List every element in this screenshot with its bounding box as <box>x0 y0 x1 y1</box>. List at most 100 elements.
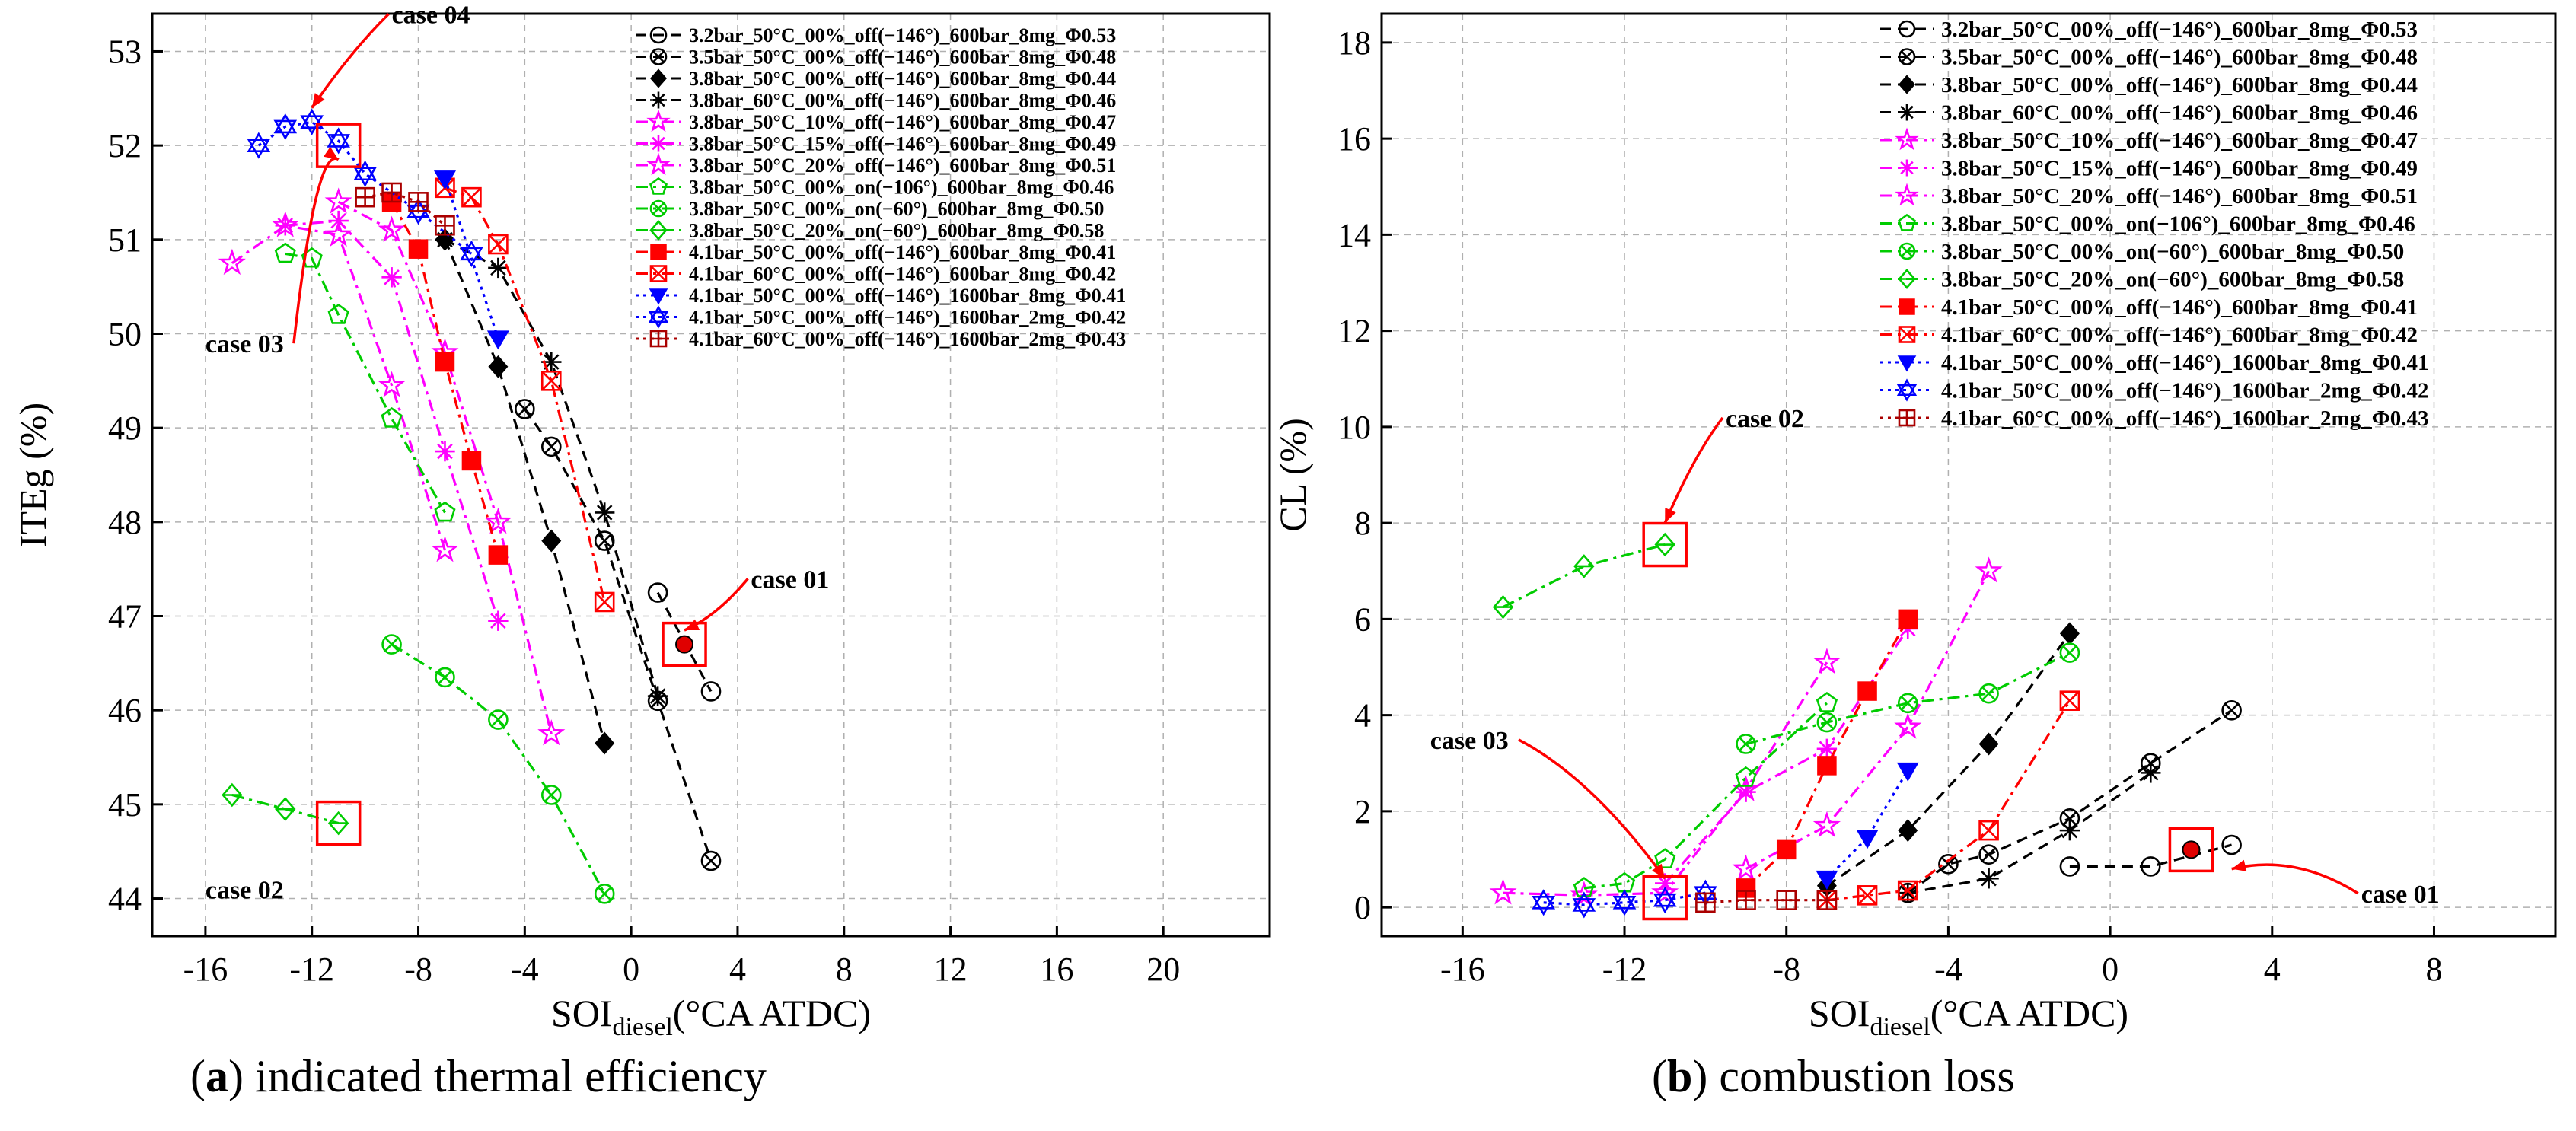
panel-b-ytick-label-4: 8 <box>1354 505 1371 542</box>
panel-b-series-1-point-3-cross-b <box>2062 811 2077 826</box>
caption-a-letter: a <box>205 1051 228 1101</box>
panel-b-series-10-point-4 <box>1898 609 1918 629</box>
panel-a-legend-marker-7 <box>649 177 668 195</box>
panel-a-legend-marker-5-ray-3 <box>652 136 665 151</box>
panel-a-series-1 <box>515 399 722 871</box>
panel-a-series-11-point-1-cross-b <box>461 187 482 208</box>
panel-b-series-6-line <box>1503 661 1828 897</box>
panel-b-legend-marker-12 <box>1897 355 1917 372</box>
panel-b-series-13-point-3-inv <box>1653 893 1677 914</box>
panel-a-series-5-point-2-ray-3 <box>384 269 400 285</box>
panel-b-xtick-label-3: -4 <box>1934 951 1962 988</box>
panel-a-series-1-point-2-cross-b <box>597 534 612 548</box>
panel-a-legend-marker-12 <box>649 288 668 305</box>
panel-a-series-11-point-4-cross-b <box>595 592 615 612</box>
panel-b-series-11-point-3-cross-b <box>1978 820 1999 841</box>
panel-a-legend-marker-10 <box>650 244 667 260</box>
panel-b-series-9 <box>1492 532 1675 620</box>
panel-a-xtick-label-7: 12 <box>934 951 968 988</box>
panel-a-ytick-label-3: 47 <box>108 598 142 636</box>
panel-a-ytick-label-1: 45 <box>108 786 142 824</box>
panel-b-legend-label-9: 3.8bar_50°C_20%_on(−60°)_600bar_8mg_Φ0.5… <box>1941 267 2404 292</box>
panel-a-xtick-label-3: -4 <box>511 951 539 988</box>
panel-b-series-7-point-3 <box>1735 766 1757 787</box>
panel-a-series-7-point-3 <box>381 406 403 428</box>
panel-b-series-12-point-2 <box>1896 762 1919 782</box>
panel-a-legend-marker-6 <box>646 152 671 176</box>
panel-a-series-13-point-1-inv <box>273 119 298 140</box>
panel-b-series-10-point-1 <box>1776 839 1797 860</box>
panel-a-series-7-point-1 <box>301 247 323 268</box>
panel-b-series-14-line <box>1705 899 1827 904</box>
panel-a-legend-marker-1 <box>649 48 668 65</box>
panel-a-legend-label-2: 3.8bar_50°C_00%_off(−146°)_600bar_8mg_Φ0… <box>689 68 1116 90</box>
panel-b-series-12-point-0 <box>1816 870 1838 890</box>
panel-b-series-3-point-3-ray-3 <box>2143 765 2159 781</box>
panel-b-series-1-point-2-cross-b <box>1981 847 1996 862</box>
panel-b-series-11-point-1 <box>1857 885 1878 906</box>
panel-b-legend-label-0: 3.2bar_50°C_00%_off(−146°)_600bar_8mg_Φ0… <box>1941 18 2418 42</box>
panel-a-highlight-box-1 <box>662 621 707 667</box>
panel-b-ytick-label-7: 14 <box>1337 216 1371 253</box>
panel-b-series-6-point-4 <box>1812 648 1841 674</box>
panel-a-series-2 <box>435 228 615 755</box>
panel-a-series-2-point-3 <box>595 731 615 755</box>
panel-a-series-4-point-1 <box>378 215 406 242</box>
panel-b-legend-label-7: 3.8bar_50°C_00%_on(−106°)_600bar_8mg_Φ0.… <box>1941 212 2415 236</box>
panel-a-series-4-point-4 <box>537 719 566 746</box>
panel-b-series-4-line <box>1745 570 1991 871</box>
panel-a-legend-marker-4 <box>646 109 671 132</box>
panel-b-series-10-point-3 <box>1857 681 1877 701</box>
panel-a-ytick-label-5: 49 <box>108 409 142 447</box>
panel-b-legend-label-4: 3.8bar_50°C_10%_off(−146°)_600bar_8mg_Φ0… <box>1941 129 2418 153</box>
panel-a-legend: 3.2bar_50°C_00%_off(−146°)_600bar_8mg_Φ0… <box>636 24 1126 350</box>
panel-a-legend-label-12: 4.1bar_50°C_00%_off(−146°)_1600bar_8mg_Φ… <box>689 285 1126 307</box>
caption-a: (a) indicated thermal efficiency <box>190 1050 767 1103</box>
panel-a-series-4-point-0 <box>324 187 352 214</box>
panel-b-series-3 <box>1898 763 2161 903</box>
panel-a-series-2-line <box>444 239 606 744</box>
panel-b-legend-marker-6 <box>1895 183 1919 206</box>
panel-b-series-0-line <box>2069 843 2233 868</box>
panel-a-series-8 <box>381 634 615 904</box>
panel-a-series-13-point-3-inv <box>327 134 350 155</box>
panel-a-series-12-line <box>443 177 499 339</box>
panel-a-xtick-label-2: -8 <box>404 951 432 988</box>
panel-a-legend-label-3: 3.8bar_60°C_00%_off(−146°)_600bar_8mg_Φ0… <box>689 89 1116 111</box>
panel-b-series-6-point-0 <box>1489 878 1517 905</box>
panel-b-legend-marker-8 <box>1898 242 1916 260</box>
panel-a-legend-marker-1-cross-b <box>652 50 665 63</box>
panel-a-series-13-point-2 <box>300 108 324 129</box>
panel-b-series-3-point-1-ray-3 <box>1981 870 1997 887</box>
panel-b-series-2-line <box>1825 632 2071 887</box>
panel-a-xlabel-sub: diesel <box>612 1013 672 1041</box>
panel-a-ytick-label-8: 52 <box>108 127 142 164</box>
panel-b-legend-marker-7 <box>1897 213 1917 231</box>
panel-b-series-13-point-2-inv <box>1612 896 1637 916</box>
panel-a-series-11-point-3 <box>540 371 562 391</box>
panel-b-series-11-point-3 <box>1978 820 1999 841</box>
panel-b-series-1-point-5-cross-b <box>2224 702 2239 718</box>
panel-b-series-8-point-1 <box>1816 712 1838 733</box>
panel-a-series-1-point-0 <box>515 399 535 419</box>
panel-a-series-8-point-3 <box>540 785 562 805</box>
panel-b-legend-marker-4 <box>1895 127 1919 151</box>
panel-a-series-1-point-1 <box>540 436 562 457</box>
panel-b-series-1-point-1-cross-b <box>1941 856 1956 871</box>
panel-a-legend-label-14: 4.1bar_60°C_00%_off(−146°)_1600bar_2mg_Φ… <box>689 328 1126 350</box>
panel-b-series-2-point-2 <box>1978 732 1999 756</box>
panel-a-series-7 <box>274 242 456 522</box>
panel-a-annotation-arrowhead-2 <box>684 619 700 631</box>
panel-b-series-1-point-1 <box>1938 854 1959 875</box>
panel-a-series-1-point-4 <box>700 850 722 871</box>
panel-b-series-8 <box>1736 642 2080 754</box>
panel-b-legend: 3.2bar_50°C_00%_off(−146°)_600bar_8mg_Φ0… <box>1880 18 2429 431</box>
panel-a-series-10-line <box>391 201 499 556</box>
panel-a-series-8-line <box>391 643 606 895</box>
panel-a-series-8-point-0 <box>381 634 402 655</box>
panel-b-series-13-point-3 <box>1653 887 1677 907</box>
panel-a-legend-label-0: 3.2bar_50°C_00%_off(−146°)_600bar_8mg_Φ0… <box>689 24 1116 46</box>
panel-a-series-8-point-1 <box>435 667 455 688</box>
panel-a-series-8-point-0-cross-b <box>384 637 399 652</box>
